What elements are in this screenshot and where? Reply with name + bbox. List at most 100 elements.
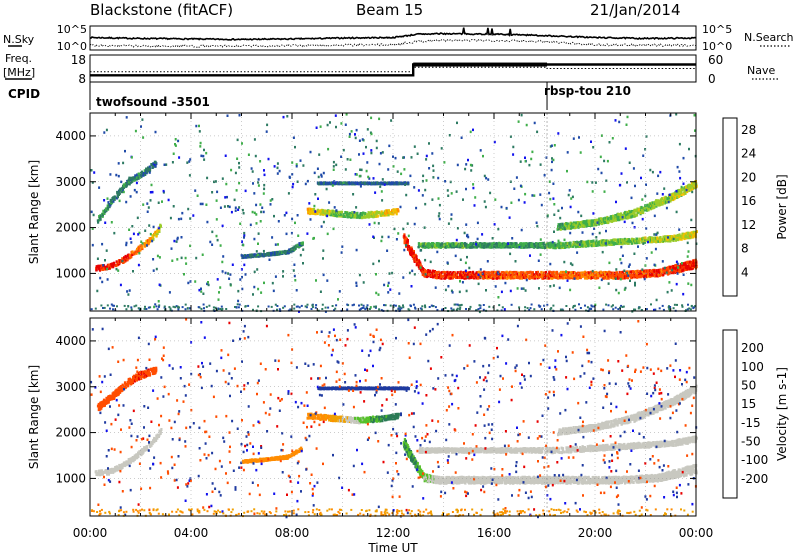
power-panel-cell: [674, 194, 677, 198]
power-panel-speck-low: [420, 308, 423, 311]
power-panel-cell: [683, 232, 686, 236]
power-panel-cell: [506, 244, 509, 248]
power-panel-speck: [333, 206, 336, 209]
vel-panel-cell: [150, 443, 153, 447]
power-panel-cell: [434, 276, 437, 280]
vel-panel-cell: [322, 414, 325, 418]
vel-panel-cell: [107, 400, 110, 404]
power-panel-cell: [474, 274, 477, 278]
power-panel-cell: [549, 276, 553, 280]
power-panel-cell: [339, 210, 342, 214]
vel-panel-cell: [354, 420, 357, 424]
power-panel-cell: [630, 270, 633, 274]
power-panel-speck: [241, 208, 244, 212]
power-panel-speck: [424, 273, 427, 276]
power-panel-speck-low: [612, 304, 614, 307]
vel-panel-cell: [331, 419, 334, 423]
vel-panel-cell: [259, 457, 262, 461]
power-panel-speck: [152, 165, 154, 168]
power-panel-cell: [361, 213, 364, 217]
power-panel-speck: [318, 153, 321, 156]
power-panel-speck: [207, 283, 210, 287]
power-panel-cell: [371, 181, 374, 185]
power-panel-cell: [691, 187, 694, 191]
power-panel-cell: [525, 276, 528, 279]
power-panel-speck: [569, 262, 572, 265]
power-panel-cell: [156, 228, 159, 232]
power-panel-cell: [572, 243, 575, 247]
power-panel-speck-low: [137, 307, 140, 310]
power-panel-speck: [372, 177, 375, 180]
power-panel-speck: [424, 188, 427, 192]
power-panel-speck-low: [358, 304, 360, 307]
power-panel-speck: [549, 197, 552, 201]
power-panel-speck: [402, 227, 405, 231]
power-panel-speck: [580, 240, 583, 243]
power-panel-cell: [473, 273, 476, 277]
power-panel-speck-low: [300, 304, 303, 307]
power-panel-speck-low: [444, 307, 447, 309]
vel-panel-cell: [116, 390, 119, 394]
power-panel-cell: [653, 205, 656, 209]
power-panel-cell: [609, 239, 612, 243]
power-panel-speck: [409, 174, 412, 178]
power-panel-speck: [128, 176, 131, 180]
power-panel-speck: [503, 308, 506, 311]
power-panel-speck: [215, 218, 218, 221]
power-panel-speck: [286, 115, 289, 118]
power-panel-speck: [573, 277, 576, 280]
power-panel-cell: [587, 271, 590, 275]
power-panel-speck: [271, 252, 274, 255]
vel-panel-cell: [100, 471, 103, 475]
power-panel-speck: [463, 231, 466, 235]
power-panel-speck-low: [353, 303, 355, 306]
vel-panel-cell: [117, 387, 120, 390]
power-panel-speck: [219, 244, 222, 247]
power-panel-cell: [592, 241, 595, 245]
vel-panel-cell: [327, 416, 330, 420]
power-panel-cell: [150, 163, 153, 166]
power-panel-speck: [189, 244, 192, 248]
power-panel-speck: [244, 189, 247, 193]
power-panel-speck: [626, 115, 629, 119]
power-panel-cell: [612, 240, 615, 244]
power-panel-speck-low: [333, 309, 335, 312]
vel-panel-cell: [97, 403, 101, 407]
power-panel-speck: [432, 169, 435, 172]
power-panel-speck: [668, 281, 671, 284]
power-panel-speck-low: [559, 308, 562, 311]
power-panel-speck: [425, 154, 428, 158]
power-panel-cell: [649, 269, 652, 273]
freq-right-tick-top: 60: [708, 53, 723, 67]
power-panel-speck: [92, 213, 95, 217]
power-panel-cell: [629, 270, 632, 274]
power-panel-speck: [497, 227, 500, 231]
power-panel-speck: [235, 306, 238, 309]
power-panel-cell: [646, 271, 649, 275]
power-panel-cell: [528, 242, 531, 246]
vel-panel-cell: [316, 416, 319, 420]
power-panel-cell: [599, 217, 602, 221]
power-panel-speck-low: [283, 305, 286, 308]
power-panel-speck: [375, 273, 377, 276]
power-panel-speck-low: [402, 306, 405, 309]
power-panel-scatter: [90, 113, 698, 314]
power-panel-cell: [558, 227, 561, 231]
power-panel-speck: [358, 174, 361, 178]
power-panel-speck: [540, 203, 543, 207]
power-panel-cell: [590, 239, 593, 243]
power-panel-speck: [128, 228, 131, 231]
power-panel-cell: [586, 276, 589, 280]
power-panel-cell: [676, 191, 679, 195]
power-panel-speck: [195, 124, 198, 128]
power-panel-speck: [461, 281, 464, 284]
power-panel-speck: [141, 242, 144, 245]
power-panel-speck: [634, 284, 636, 287]
power-panel-speck-low: [164, 308, 167, 311]
power-panel-speck: [437, 197, 440, 200]
power-panel-speck: [539, 253, 542, 256]
power-panel-speck-low: [407, 308, 410, 311]
power-panel-speck-low: [373, 305, 376, 308]
power-panel-speck: [267, 157, 270, 161]
power-panel-speck: [174, 144, 177, 147]
